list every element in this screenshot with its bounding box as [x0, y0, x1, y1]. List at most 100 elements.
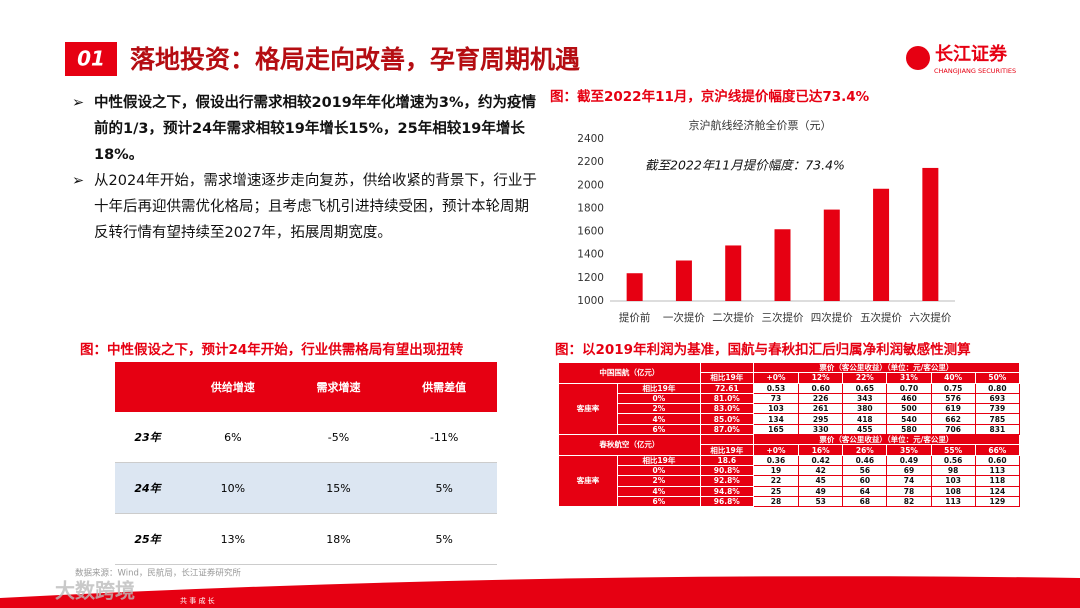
- base-value: 0.53: [752, 382, 800, 394]
- cell: -5%: [285, 412, 392, 463]
- profit: 380: [842, 403, 888, 415]
- load-row: 4% 94.8% 25 49 64 78 108 124: [559, 485, 1021, 497]
- load-row: 4% 85.0% 134 295 418 540 662 785: [559, 413, 1021, 425]
- load: 94.8%: [699, 485, 754, 497]
- header-row: 供给增速 需求增速 供需差值: [115, 362, 497, 412]
- profit: 330: [798, 423, 844, 436]
- y-tick-label: 1800: [577, 202, 604, 214]
- base-label: 相比19年: [617, 382, 701, 394]
- change-row: 相比19年 +0% 16% 26% 35% 55% 66%: [559, 444, 1021, 456]
- profit: 343: [842, 392, 888, 405]
- logo-en: CHANGJIANG SECURITIES: [934, 67, 1016, 75]
- cell: -11%: [391, 412, 497, 463]
- base-value: 0.49: [886, 454, 932, 466]
- bar: [675, 260, 692, 301]
- profit: 42: [798, 464, 844, 477]
- base-value: 0.80: [974, 382, 1021, 394]
- profit: 118: [974, 475, 1021, 487]
- blank-cell: [699, 361, 754, 374]
- change: 12%: [798, 372, 844, 384]
- profit: 580: [886, 423, 932, 436]
- profit: 103: [752, 403, 800, 415]
- logo-text: 长江证券: [935, 43, 1008, 65]
- profit: 165: [752, 423, 800, 436]
- load-row: 2% 92.8% 22 45 60 74 103 118: [559, 475, 1021, 487]
- profit: 19: [752, 464, 800, 477]
- base-value: 0.42: [798, 454, 844, 466]
- bar: [922, 167, 939, 301]
- bar: [626, 273, 643, 301]
- load-label: 客座率: [558, 382, 618, 436]
- change: +0%: [752, 444, 800, 456]
- change: 16%: [798, 444, 844, 456]
- profit: 45: [798, 475, 844, 487]
- change: 50%: [974, 372, 1021, 384]
- y-tick-label: 1000: [577, 295, 604, 307]
- row-label: 25年: [115, 513, 181, 565]
- table-row: 24年 10% 15% 5%: [115, 462, 497, 514]
- header-cell: 供需差值: [391, 362, 497, 412]
- x-tick-label: 提价前: [619, 311, 651, 324]
- x-tick-label: 二次提价: [712, 311, 754, 324]
- cell: 13%: [180, 513, 286, 565]
- load: 96.8%: [699, 495, 754, 508]
- bullet: 中性假设之下，假设出行需求相较2019年年化增速为3%，约为疫情前的1/3，预计…: [72, 90, 542, 168]
- profit: 103: [930, 475, 976, 487]
- profit: 662: [930, 413, 976, 425]
- slogan: 共 事 成 长: [180, 596, 215, 605]
- table-row: 25年 13% 18% 5%: [115, 513, 497, 565]
- cell: 5%: [391, 462, 497, 514]
- delta: 0%: [617, 392, 701, 405]
- profit: 28: [752, 495, 800, 508]
- profit: 98: [930, 464, 976, 477]
- base-label: 相比19年: [617, 454, 701, 466]
- slide-title: 落地投资：格局走向改善，孕育周期机遇: [130, 45, 580, 74]
- section-header-row: 中国国航（亿元） 票价（客公里收益）（单位：元/客公里）: [558, 361, 1021, 384]
- change: 26%: [842, 444, 888, 456]
- profit: 82: [886, 495, 932, 508]
- profit: 619: [930, 403, 976, 415]
- bar: [725, 245, 742, 301]
- chart-caption: 图：截至2022年11月，京沪线提价幅度已达73.4%: [550, 88, 870, 105]
- supply-table: 供给增速 需求增速 供需差值 23年 6% -5% -11% 24年 10% 15% 5% 25年 13…: [115, 362, 497, 565]
- profit: 49: [798, 485, 844, 497]
- chart-title: 京沪航线经济舱全价票（元）: [689, 118, 832, 132]
- profit: 706: [930, 423, 976, 436]
- header-cell: 需求增速: [285, 362, 392, 412]
- profit: 64: [842, 485, 888, 497]
- x-tick-label: 三次提价: [762, 311, 804, 324]
- price-header: 票价（客公里收益）（单位：元/客公里）: [752, 361, 1021, 374]
- change: 31%: [886, 372, 932, 384]
- profit: 74: [886, 475, 932, 487]
- delta: 4%: [617, 413, 701, 425]
- y-tick-label: 1400: [577, 249, 604, 261]
- base-value: 0.46: [842, 454, 888, 466]
- load: 85.0%: [699, 413, 754, 425]
- badge: [65, 42, 117, 76]
- change: 40%: [930, 372, 976, 384]
- load-row: 2% 83.0% 103 261 380 500 619 739: [559, 403, 1021, 415]
- delta: 6%: [617, 495, 701, 508]
- y-tick-label: 2400: [577, 133, 604, 145]
- profit: 540: [886, 413, 932, 425]
- base: 72.61: [699, 382, 754, 394]
- y-tick-label: 2000: [577, 179, 604, 191]
- row-label: 24年: [115, 462, 181, 514]
- profit: 53: [798, 495, 844, 508]
- base-value: 0.36: [752, 454, 800, 466]
- profit: 576: [930, 392, 976, 405]
- watermark: 大数跨境: [55, 579, 135, 603]
- chart: 图：截至2022年11月，京沪线提价幅度已达73.4% 京沪航线经济舱全价票（元…: [550, 88, 955, 324]
- load: 90.8%: [699, 464, 754, 477]
- bullet-list: 中性假设之下，假设出行需求相较2019年年化增速为3%，约为疫情前的1/3，预计…: [72, 90, 542, 246]
- x-tick-label: 六次提价: [909, 311, 951, 324]
- load-row: 6% 96.8% 28 53 68 82 113 129: [559, 495, 1021, 508]
- load: 87.0%: [699, 423, 754, 436]
- company: 中国国航（亿元）: [558, 362, 701, 384]
- load-row: 0% 90.8% 19 42 56 69 98 113: [559, 464, 1021, 477]
- badge-text: 01: [77, 47, 105, 71]
- x-tick-label: 五次提价: [860, 311, 902, 324]
- profit: 68: [842, 495, 888, 508]
- cell: 5%: [391, 513, 497, 565]
